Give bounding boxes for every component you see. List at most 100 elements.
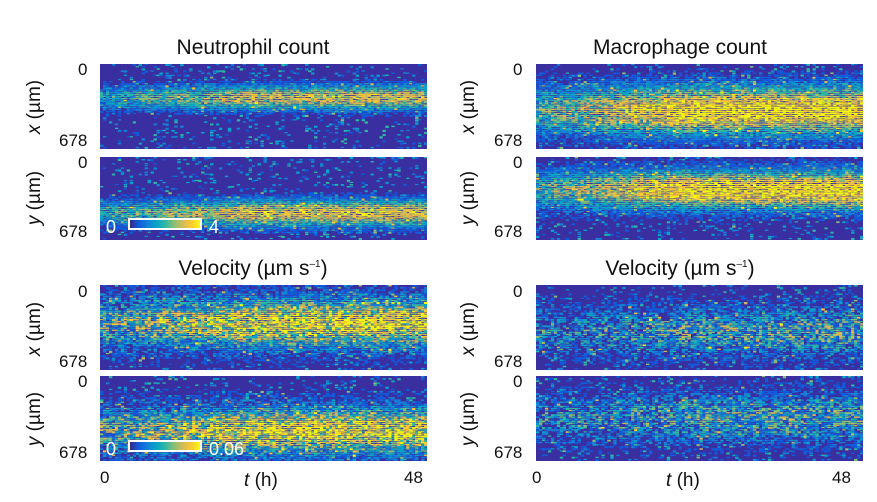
heatmap-cell — [117, 204, 122, 207]
heatmap-cell — [174, 91, 178, 94]
heatmap-cell — [153, 202, 157, 205]
heatmap-cell — [397, 206, 401, 209]
heatmap-cell — [311, 104, 315, 107]
heatmap-cell — [370, 231, 374, 234]
heatmap-cell — [195, 93, 199, 96]
heatmap-cell — [209, 221, 214, 223]
heatmap-cell — [150, 87, 154, 90]
heatmap-cell — [221, 227, 226, 229]
heatmap-cell — [325, 200, 330, 202]
heatmap-cell — [812, 78, 816, 81]
heatmap-cell — [183, 74, 187, 77]
heatmap-cell — [254, 102, 258, 105]
heatmap-cell — [613, 81, 617, 83]
heatmap-cell — [373, 223, 377, 225]
heatmap-cell — [418, 89, 422, 91]
heatmap-cell — [346, 83, 351, 85]
heatmap-cell — [239, 200, 244, 202]
heatmap-cell — [586, 83, 590, 85]
heatmap-cell — [735, 76, 739, 78]
heatmap-cell — [120, 95, 125, 97]
heatmap-cell — [257, 112, 261, 115]
heatmap-cell — [343, 231, 348, 234]
heatmap-cell — [177, 106, 181, 108]
heatmap-cell — [245, 89, 250, 92]
heatmap-cell — [102, 89, 107, 91]
heatmap-cell — [305, 208, 309, 211]
heatmap-cell — [370, 110, 374, 113]
heatmap-cell — [251, 227, 255, 230]
heatmap-cell — [100, 186, 104, 188]
heatmap-cell — [851, 72, 855, 74]
heatmap-cell — [296, 110, 300, 113]
heatmap-cell — [400, 85, 404, 88]
heatmap-cell — [317, 81, 321, 83]
heatmap-cell — [708, 85, 712, 88]
heatmap-cell — [221, 194, 226, 196]
heatmap-cell — [705, 81, 709, 83]
heatmap-cell — [314, 202, 318, 205]
heatmap-cell — [209, 210, 214, 213]
heatmap-cell — [415, 198, 419, 201]
heatmap-cell — [382, 129, 386, 133]
heatmap-cell — [242, 121, 247, 123]
heatmap-cell — [415, 115, 419, 118]
heatmap-cell — [821, 76, 825, 79]
heatmap-cell — [373, 206, 377, 209]
heatmap-cell — [331, 229, 336, 231]
heatmap-cell — [349, 200, 354, 203]
heatmap-cell — [189, 215, 193, 217]
heatmap-cell — [355, 140, 360, 143]
heatmap-cell — [376, 229, 380, 232]
heatmap-cell — [334, 210, 339, 213]
heatmap-cell — [349, 91, 354, 94]
heatmap-cell — [230, 93, 235, 96]
heatmap-cell — [331, 85, 336, 87]
heatmap-cell — [207, 98, 211, 100]
heatmap-cell — [278, 235, 282, 237]
heatmap-cell — [141, 98, 145, 101]
heatmap-cell — [275, 91, 279, 94]
heatmap-cell — [415, 223, 419, 226]
heatmap-cell — [299, 198, 303, 200]
heatmap-cell — [201, 221, 205, 224]
heatmap-cell — [854, 72, 858, 74]
heatmap-cell — [305, 115, 309, 117]
heatmap-cell — [302, 106, 306, 108]
heatmap-cell — [660, 85, 665, 87]
heatmap-cell — [779, 66, 784, 69]
heatmap-cell — [180, 98, 184, 100]
heatmap-cell — [400, 110, 404, 112]
heatmap-cell — [180, 108, 184, 110]
heatmap-cell — [595, 70, 599, 73]
heatmap-cell — [328, 219, 333, 221]
heatmap-cell — [758, 66, 763, 69]
heatmap-cell — [317, 213, 321, 215]
heatmap-cell — [577, 81, 581, 83]
heatmap-cell — [314, 198, 318, 201]
heatmap-cell — [331, 87, 336, 89]
heatmap-cell — [266, 221, 270, 224]
heatmap-cell — [123, 102, 128, 105]
heatmap-cell — [236, 93, 241, 96]
heatmap-cell — [275, 110, 279, 112]
heatmap-cell — [230, 102, 235, 105]
heatmap-cell — [230, 64, 235, 67]
heatmap-cell — [272, 206, 276, 209]
heatmap-cell — [403, 89, 407, 92]
heatmap-cell — [108, 213, 113, 215]
heatmap-cell — [150, 159, 154, 162]
heatmap-cell — [299, 91, 303, 94]
heatmap-cell — [263, 213, 267, 216]
heatmap-cell — [314, 140, 318, 143]
heatmap-cell — [800, 83, 804, 86]
heatmap-cell — [406, 217, 410, 219]
heatmap-cell — [287, 223, 291, 226]
heatmap-cell — [254, 196, 258, 199]
heatmap-cell — [397, 233, 401, 235]
heatmap-cell — [117, 129, 122, 132]
heatmap-cell — [325, 171, 330, 174]
heatmap-cell — [400, 213, 404, 216]
heatmap-cell — [394, 198, 398, 200]
heatmap-cell — [352, 127, 357, 130]
